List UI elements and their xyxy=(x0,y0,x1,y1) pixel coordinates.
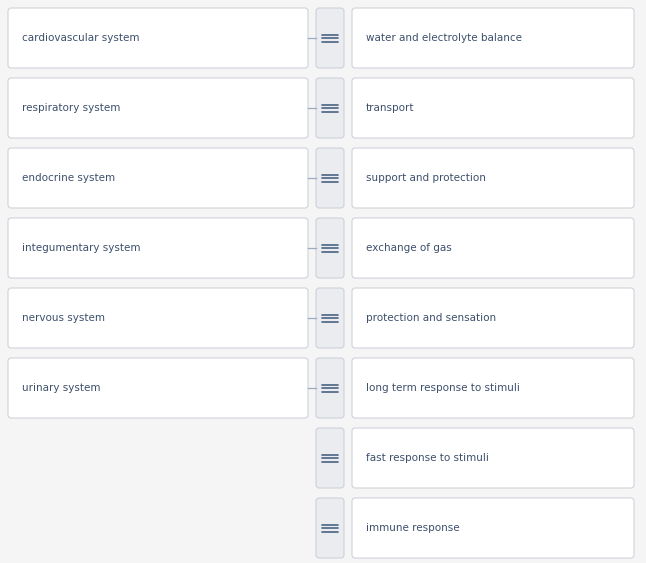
FancyBboxPatch shape xyxy=(316,428,344,488)
FancyBboxPatch shape xyxy=(8,78,308,138)
FancyBboxPatch shape xyxy=(352,148,634,208)
Text: protection and sensation: protection and sensation xyxy=(366,313,496,323)
Text: respiratory system: respiratory system xyxy=(22,103,120,113)
Text: urinary system: urinary system xyxy=(22,383,101,393)
Text: long term response to stimuli: long term response to stimuli xyxy=(366,383,520,393)
FancyBboxPatch shape xyxy=(316,218,344,278)
FancyBboxPatch shape xyxy=(8,358,308,418)
FancyBboxPatch shape xyxy=(316,498,344,558)
Text: fast response to stimuli: fast response to stimuli xyxy=(366,453,489,463)
FancyBboxPatch shape xyxy=(352,428,634,488)
FancyBboxPatch shape xyxy=(352,358,634,418)
Text: support and protection: support and protection xyxy=(366,173,486,183)
FancyBboxPatch shape xyxy=(352,218,634,278)
FancyBboxPatch shape xyxy=(352,498,634,558)
FancyBboxPatch shape xyxy=(352,288,634,348)
Text: endocrine system: endocrine system xyxy=(22,173,115,183)
FancyBboxPatch shape xyxy=(352,78,634,138)
FancyBboxPatch shape xyxy=(316,358,344,418)
FancyBboxPatch shape xyxy=(8,218,308,278)
FancyBboxPatch shape xyxy=(8,8,308,68)
Text: exchange of gas: exchange of gas xyxy=(366,243,452,253)
FancyBboxPatch shape xyxy=(316,288,344,348)
Text: water and electrolyte balance: water and electrolyte balance xyxy=(366,33,522,43)
Text: nervous system: nervous system xyxy=(22,313,105,323)
FancyBboxPatch shape xyxy=(8,148,308,208)
FancyBboxPatch shape xyxy=(316,148,344,208)
FancyBboxPatch shape xyxy=(316,78,344,138)
Text: integumentary system: integumentary system xyxy=(22,243,140,253)
FancyBboxPatch shape xyxy=(316,8,344,68)
Text: cardiovascular system: cardiovascular system xyxy=(22,33,140,43)
FancyBboxPatch shape xyxy=(8,288,308,348)
Text: immune response: immune response xyxy=(366,523,459,533)
Text: transport: transport xyxy=(366,103,415,113)
FancyBboxPatch shape xyxy=(352,8,634,68)
